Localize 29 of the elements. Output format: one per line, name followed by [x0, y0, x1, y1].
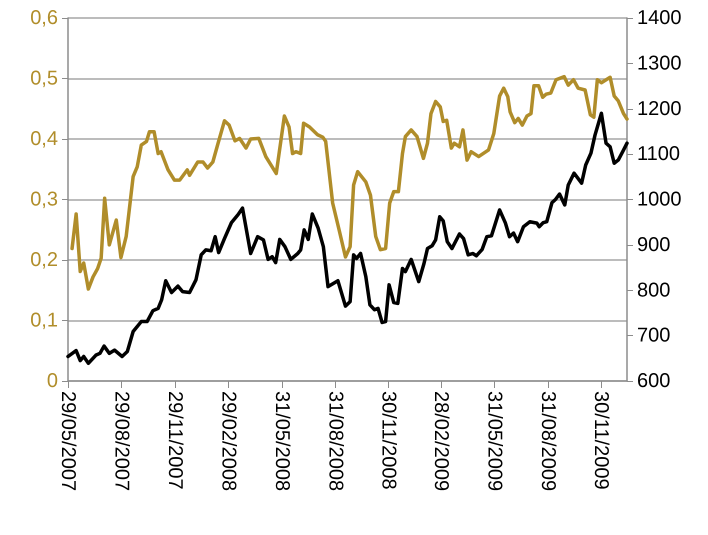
x-tick-label: 31/05/2008: [271, 391, 294, 492]
y2-tick-label: 1000: [637, 188, 682, 210]
line-series: [70, 74, 629, 291]
y2-tick-label: 1200: [637, 98, 682, 120]
x-tick-label: 29/02/2008: [218, 391, 240, 492]
x-tick-label: 31/08/2008: [324, 391, 347, 492]
x-tick-label: 29/05/2007: [57, 391, 79, 492]
x-tick-label: 30/11/2009: [590, 391, 612, 490]
y-tick-label: 0,5: [30, 68, 58, 90]
y-tick-label: 0,3: [30, 188, 58, 210]
x-tick-label: 29/08/2007: [110, 391, 133, 492]
x-tick-label: 28/02/2009: [430, 391, 452, 492]
x-tick-label: 31/05/2009: [483, 391, 506, 492]
y-tick-label: 0,6: [30, 7, 58, 29]
y-tick-label: 0,2: [30, 249, 58, 271]
y-tick-label: 0,1: [30, 310, 58, 332]
x-tick-label: 30/11/2008: [378, 391, 400, 490]
x-tick-label: 31/08/2009: [536, 391, 559, 492]
y-tick-label: 0,4: [30, 128, 58, 150]
y2-tick-label: 1100: [637, 143, 680, 166]
line-series: [66, 112, 629, 366]
y-tick-label: 0: [46, 370, 58, 392]
y2-tick-label: 800: [637, 279, 670, 302]
x-tick-label: 29/11/2007: [164, 391, 186, 490]
y2-tick-label: 1300: [637, 52, 682, 74]
y2-tick-label: 1400: [637, 7, 682, 29]
y2-tick-label: 900: [637, 234, 670, 256]
y2-tick-label: 600: [637, 370, 670, 392]
y2-tick-label: 700: [637, 324, 670, 347]
